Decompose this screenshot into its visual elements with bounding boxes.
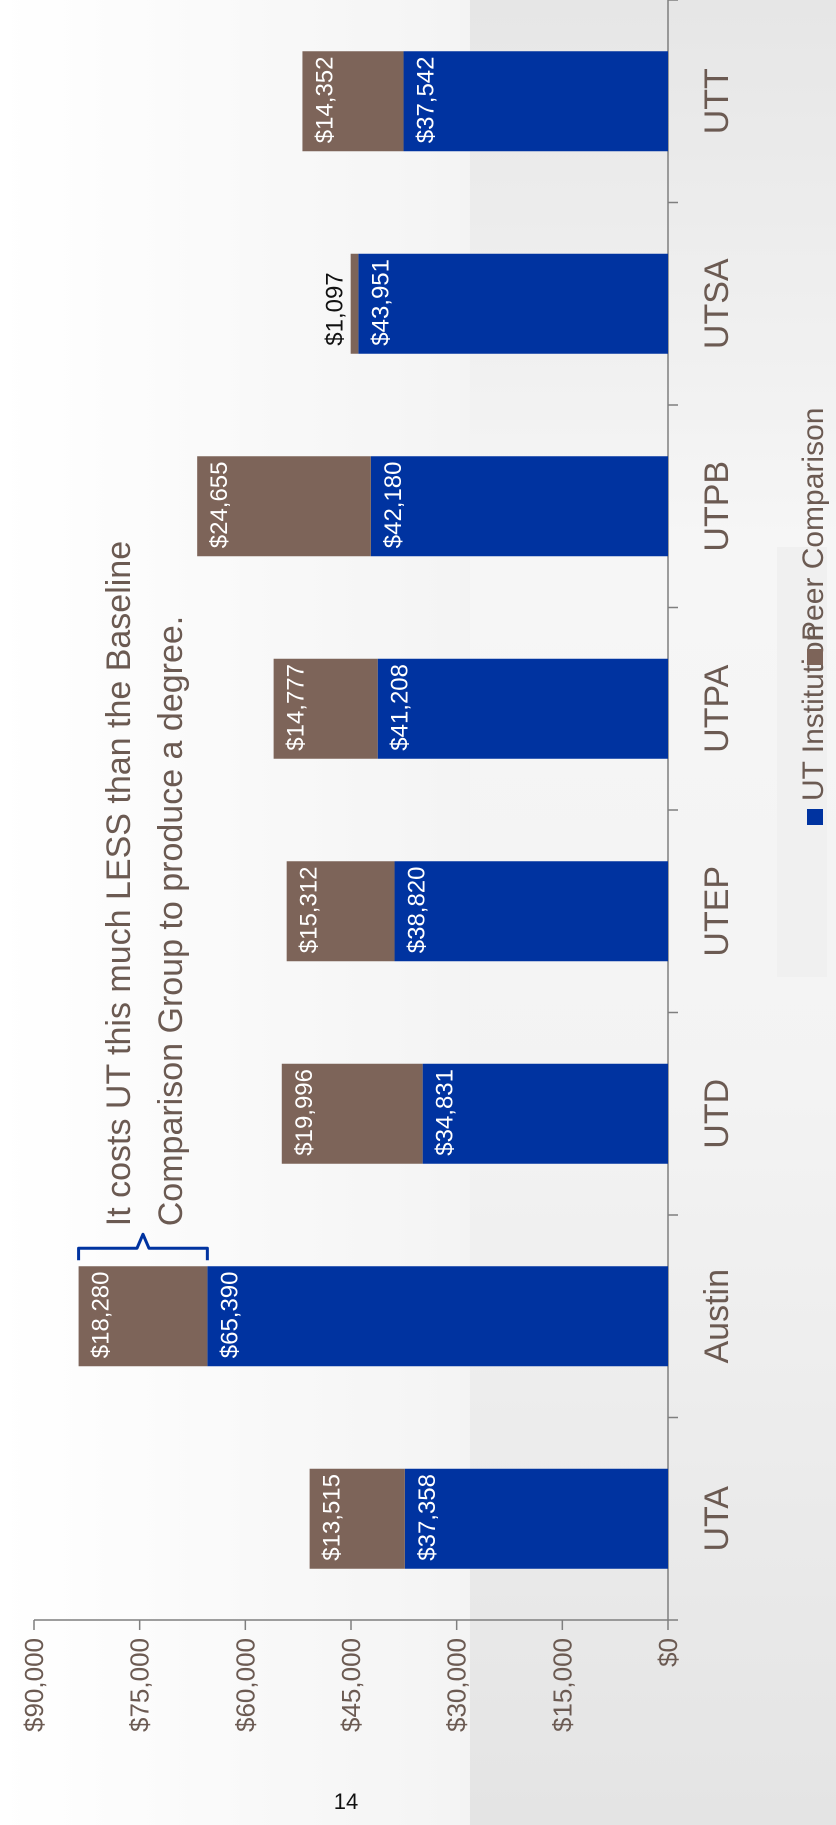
y-tick-label: $0	[653, 1638, 683, 1667]
y-tick-label: $15,000	[547, 1638, 577, 1732]
data-label-peer-comparison: $13,515	[319, 1474, 346, 1561]
category-label: UTSA	[698, 258, 736, 349]
data-label-ut-institution: $37,542	[413, 56, 440, 143]
callout-brace	[77, 1232, 209, 1261]
data-label-ut-institution: $43,951	[367, 259, 394, 346]
bar-ut-institution	[370, 456, 668, 557]
data-label-peer-comparison: $1,097	[322, 272, 349, 345]
y-tick-label: $45,000	[336, 1638, 366, 1732]
bar-ut-institution	[377, 658, 668, 759]
bar-peer-comparison	[197, 456, 371, 557]
bar-ut-institution	[394, 861, 668, 962]
category-label: UTT	[698, 68, 736, 134]
annotation-line-1: It costs UT this much LESS than the Base…	[100, 541, 138, 1226]
data-label-ut-institution: $34,831	[432, 1069, 459, 1156]
data-label-peer-comparison: $18,280	[88, 1271, 115, 1358]
data-label-ut-institution: $37,358	[414, 1474, 441, 1561]
bar-peer-comparison	[286, 861, 395, 962]
bar-peer-comparison	[78, 1266, 208, 1367]
legend-swatch-ut-institution	[807, 809, 823, 825]
bar-ut-institution	[358, 253, 668, 354]
chart-bars	[78, 51, 669, 1569]
data-label-ut-institution: $42,180	[380, 461, 407, 548]
callout-annotation: It costs UT this much LESS than the Base…	[77, 541, 209, 1261]
data-label-ut-institution: $38,820	[404, 866, 431, 953]
y-tick-label: $30,000	[442, 1638, 472, 1732]
legend-swatch-peer-comparison	[807, 649, 823, 665]
bar-ut-institution	[207, 1266, 669, 1367]
data-label-peer-comparison: $14,777	[283, 664, 310, 751]
chart-labels: $37,358 $13,515 $65,390 $18,280 $34,831 $19,9…	[88, 56, 459, 1560]
data-label-peer-comparison: $14,352	[311, 56, 338, 143]
bar-peer-comparison	[281, 1063, 423, 1164]
page-number: 14	[333, 1789, 359, 1814]
category-label: UTPA	[698, 664, 736, 752]
y-tick-label: $60,000	[230, 1638, 260, 1732]
y-tick-label: $90,000	[19, 1638, 49, 1732]
bar-peer-comparison	[309, 1468, 405, 1569]
data-label-peer-comparison: $19,996	[291, 1069, 318, 1156]
category-label: UTPB	[698, 461, 736, 552]
chart-axes: $0 $15,000 $30,000 $45,000 $60,000 $75,000 $90…	[19, 0, 736, 1732]
y-tick-label: $75,000	[125, 1638, 155, 1732]
data-label-ut-institution: $41,208	[387, 664, 414, 751]
data-label-peer-comparison: $15,312	[296, 866, 323, 953]
data-label-peer-comparison: $24,655	[206, 461, 233, 548]
data-label-ut-institution: $65,390	[216, 1271, 243, 1358]
legend-label-peer-comparison: Peer Comparison	[797, 408, 830, 641]
category-label: UTA	[698, 1486, 736, 1552]
category-label: UTD	[698, 1079, 736, 1149]
bar-ut-institution	[404, 1468, 668, 1569]
bar-peer-comparison	[302, 51, 404, 152]
category-label: Austin	[698, 1269, 736, 1364]
bar-peer-comparison	[350, 253, 359, 354]
category-label: UTEP	[698, 866, 736, 957]
bar-ut-institution	[422, 1063, 668, 1164]
bar-ut-institution	[403, 51, 668, 152]
bar-peer-comparison	[273, 658, 378, 759]
annotation-line-2: Comparison Group to produce a degree.	[152, 616, 190, 1226]
